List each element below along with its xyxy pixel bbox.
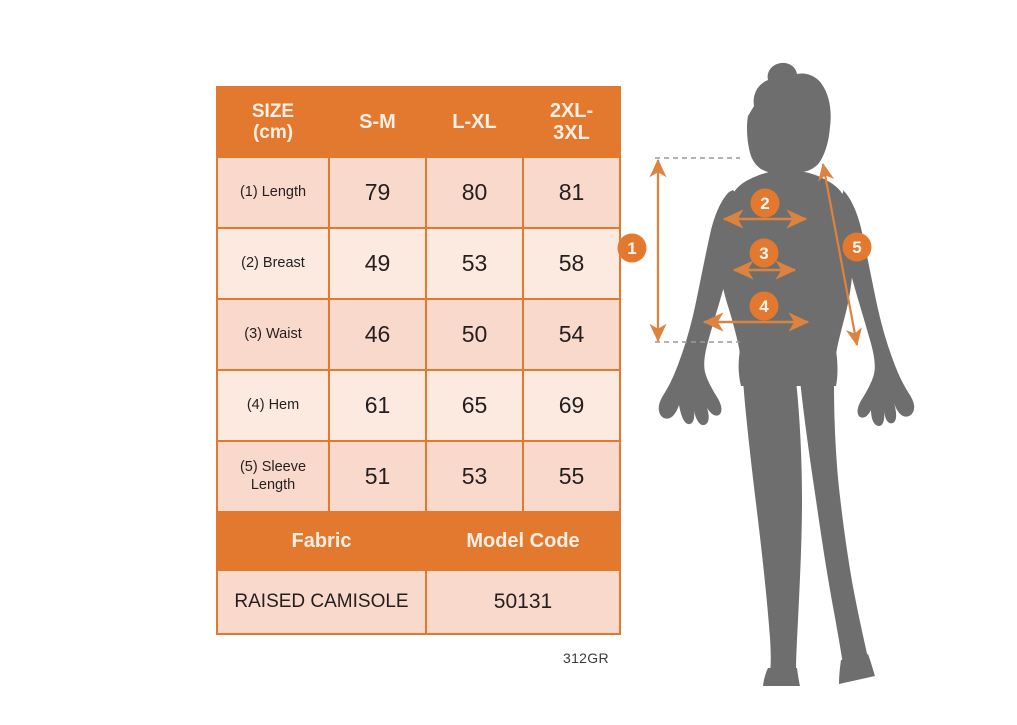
cell-length-l-xl: 80 <box>425 156 524 229</box>
row-label-sleeve-line1: (5) Sleeve <box>239 459 307 476</box>
row-label-sleeve-line2: Length <box>250 476 296 493</box>
cell-breast-2xl-3xl: 58 <box>522 227 621 300</box>
table-header-row: SIZE (cm) S-M L-XL 2XL- 3XL <box>216 86 621 158</box>
table-row: (5) Sleeve Length 51 53 55 <box>216 440 621 513</box>
row-label-sleeve-length: (5) Sleeve Length <box>216 440 330 513</box>
cell-sleeve-s-m: 51 <box>328 440 427 513</box>
table-row: (2) Breast 49 53 58 <box>216 227 621 300</box>
header-col-2xl-3xl: 2XL- 3XL <box>522 86 621 158</box>
header-size-cell: SIZE (cm) <box>216 86 330 158</box>
measure-badge-4-label: 4 <box>759 297 769 316</box>
measure-badge-2-label: 2 <box>760 194 769 213</box>
cell-hem-l-xl: 65 <box>425 369 524 442</box>
cell-length-s-m: 79 <box>328 156 427 229</box>
header-col-s-m: S-M <box>328 86 427 158</box>
measure-badge-1-label: 1 <box>627 239 636 258</box>
row-label-hem: (4) Hem <box>216 369 330 442</box>
cell-fabric-value: RAISED CAMISOLE <box>216 569 427 635</box>
size-chart-table: SIZE (cm) S-M L-XL 2XL- 3XL (1) Length 7… <box>216 86 621 635</box>
header-size-unit: (cm) <box>252 122 294 143</box>
measure-badge-3-label: 3 <box>759 244 768 263</box>
row-label-length: (1) Length <box>216 156 330 229</box>
measure-badge-3: 3 <box>749 238 779 268</box>
header-size-label: SIZE <box>251 100 295 122</box>
row-label-waist: (3) Waist <box>216 298 330 371</box>
measure-badge-5-label: 5 <box>852 238 861 257</box>
measure-arrow-sleeve <box>818 162 862 347</box>
row-label-breast: (2) Breast <box>216 227 330 300</box>
header-col-2xl-line2: 3XL <box>553 122 590 144</box>
cell-hem-2xl-3xl: 69 <box>522 369 621 442</box>
footer-header-row: Fabric Model Code <box>216 511 621 571</box>
cell-length-2xl-3xl: 81 <box>522 156 621 229</box>
measure-badge-2: 2 <box>750 188 780 218</box>
header-fabric: Fabric <box>216 511 427 571</box>
cell-sleeve-l-xl: 53 <box>425 440 524 513</box>
header-col-l-xl: L-XL <box>425 86 524 158</box>
table-row: (1) Length 79 80 81 <box>216 156 621 229</box>
female-silhouette-icon <box>658 62 915 686</box>
cell-waist-s-m: 46 <box>328 298 427 371</box>
measure-badge-5: 5 <box>842 232 872 262</box>
header-col-2xl-line1: 2XL- <box>549 99 594 122</box>
table-row: (4) Hem 61 65 69 <box>216 369 621 442</box>
cell-breast-s-m: 49 <box>328 227 427 300</box>
measurement-figure: 1 2 3 4 5 <box>600 20 1000 690</box>
cell-waist-l-xl: 50 <box>425 298 524 371</box>
cell-model-code-value: 50131 <box>425 569 621 635</box>
footer-value-row: RAISED CAMISOLE 50131 <box>216 569 621 635</box>
cell-hem-s-m: 61 <box>328 369 427 442</box>
cell-waist-2xl-3xl: 54 <box>522 298 621 371</box>
header-model-code: Model Code <box>425 511 621 571</box>
table-row: (3) Waist 46 50 54 <box>216 298 621 371</box>
product-code-note: 312GR <box>563 650 609 666</box>
measure-badge-4: 4 <box>749 291 779 321</box>
cell-sleeve-2xl-3xl: 55 <box>522 440 621 513</box>
measure-badge-1: 1 <box>617 233 647 263</box>
cell-breast-l-xl: 53 <box>425 227 524 300</box>
